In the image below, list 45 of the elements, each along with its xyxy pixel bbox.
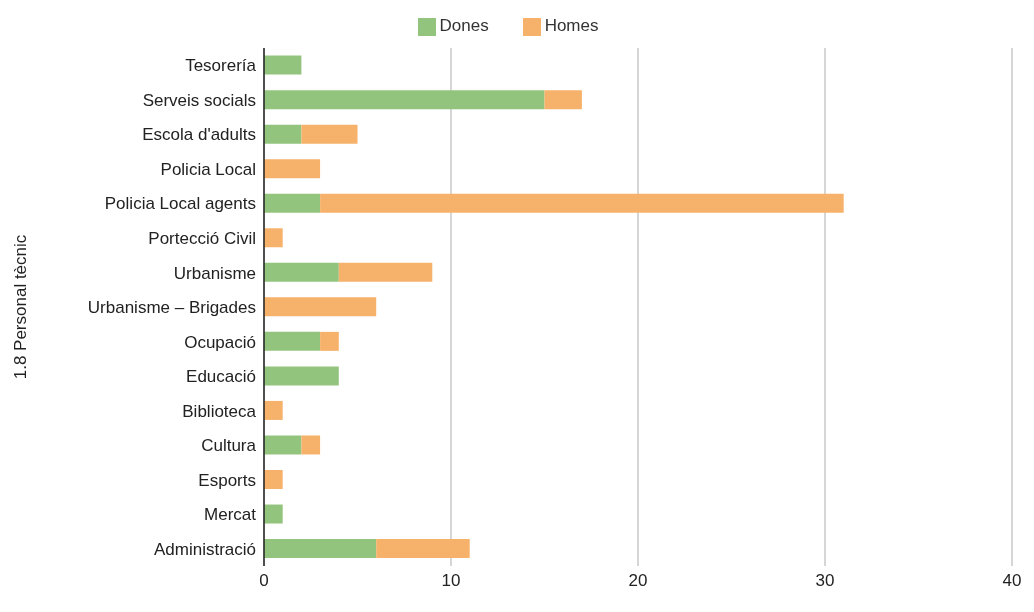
bar [264, 435, 302, 455]
x-tick-label: 30 [815, 571, 835, 591]
bar [264, 228, 283, 248]
bar [301, 124, 358, 144]
bar [264, 193, 321, 213]
x-tick-label: 40 [1002, 571, 1022, 591]
bar [264, 297, 377, 317]
bar [264, 366, 339, 386]
y-tick-label: Ocupació [184, 332, 256, 352]
x-tick-label: 20 [628, 571, 648, 591]
bar [320, 193, 844, 213]
bar [320, 331, 339, 351]
y-tick-label: Policia Local [160, 159, 256, 179]
y-tick-label: Educació [186, 367, 256, 387]
bar [544, 90, 582, 110]
y-tick-label: Urbanisme – Brigades [87, 298, 256, 318]
y-tick-label: Tesorería [185, 56, 257, 76]
y-tick-label: Biblioteca [182, 401, 257, 421]
y-tick-label: Escola d'adults [142, 125, 256, 145]
y-tick-label: Portecció Civil [148, 228, 256, 248]
bar [264, 470, 283, 489]
y-tick-label: Urbanisme [173, 263, 256, 283]
y-tick-label: Administració [153, 539, 256, 559]
legend-label: Dones [439, 16, 489, 35]
bar [264, 262, 339, 282]
bar [264, 331, 321, 351]
bar [264, 90, 545, 110]
y-tick-label: Serveis socials [142, 90, 256, 110]
bar [264, 539, 377, 559]
bar [264, 124, 302, 144]
bar [264, 400, 283, 420]
x-tick-label: 0 [259, 571, 269, 591]
bar [376, 539, 470, 559]
bar [338, 262, 433, 282]
y-tick-label: Policia Local agents [104, 194, 256, 214]
y-tick-label: Esports [198, 470, 256, 490]
legend-label: Homes [544, 16, 599, 35]
y-tick-label: Mercat [204, 505, 257, 525]
bar [264, 55, 302, 75]
x-tick-label: 10 [441, 571, 461, 591]
bar [264, 504, 283, 524]
bar [264, 159, 321, 179]
y-axis-title: 1.8 Personal tècnic [11, 234, 31, 380]
y-tick-label: Cultura [201, 436, 257, 456]
bar [301, 435, 321, 455]
